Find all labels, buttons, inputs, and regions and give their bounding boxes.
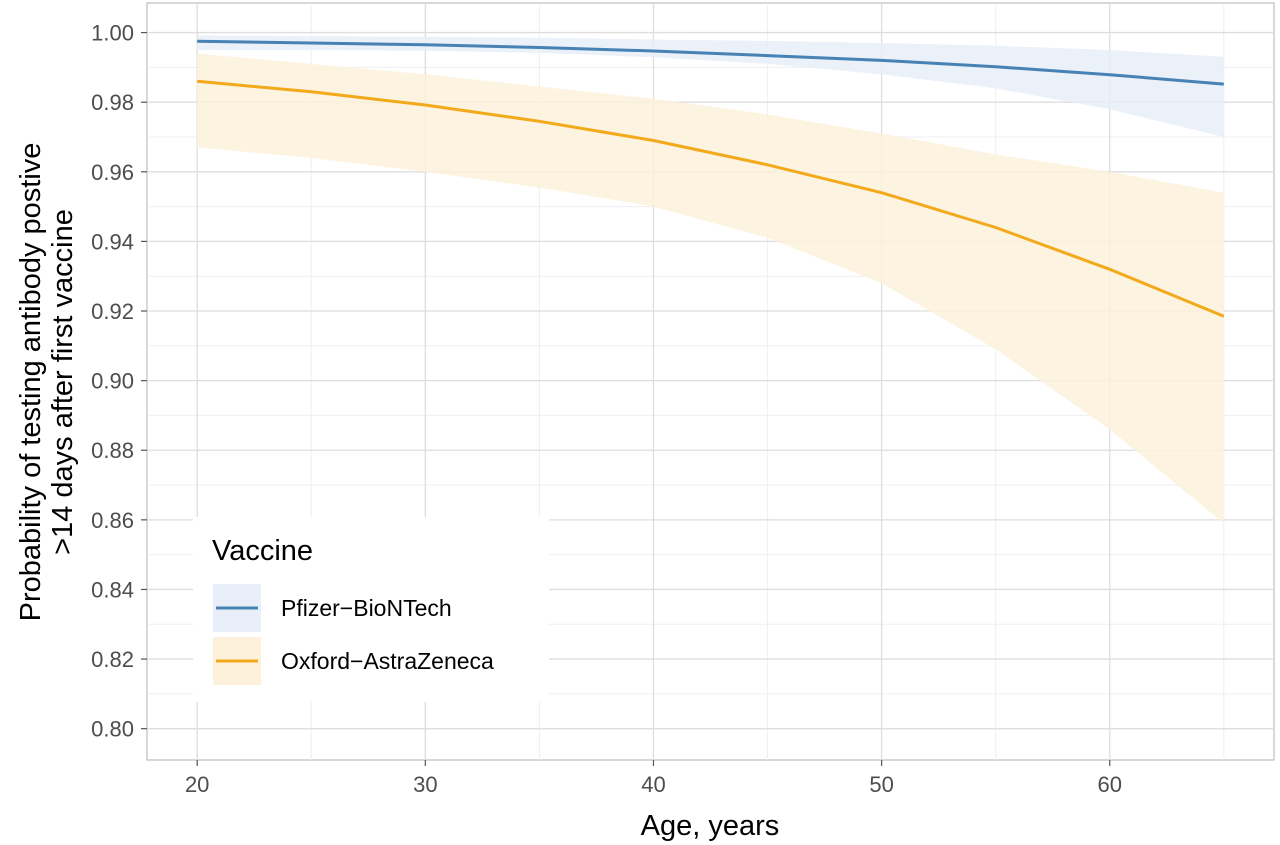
series-line-1 [197, 79, 1225, 318]
series-line-0 [197, 39, 1224, 86]
y-tick-label: 0.92 [91, 299, 134, 324]
y-axis-title-line2: >14 days after first vaccine [47, 209, 79, 555]
x-tick-label: 20 [185, 772, 209, 797]
x-axis-title: Age, years [641, 810, 780, 842]
confidence-ribbons [197, 35, 1224, 524]
y-tick-label: 0.80 [91, 717, 134, 742]
y-tick-label: 0.96 [91, 160, 134, 185]
y-axis-title-line1: Probability of testing antibody postive [15, 143, 47, 622]
y-tick-label: 0.88 [91, 438, 134, 463]
y-tick-label: 0.84 [91, 577, 134, 602]
y-tick-label: 0.86 [91, 508, 134, 533]
y-axis-title: Probability of testing antibody postive … [15, 143, 79, 622]
ribbon-0 [197, 35, 1224, 137]
legend: Vaccine Pfizer−BioNTech Oxford−AstraZene… [193, 517, 549, 702]
series-lines [197, 39, 1225, 318]
y-tick-label: 0.82 [91, 647, 134, 672]
x-tick-label: 50 [869, 772, 893, 797]
legend-title: Vaccine [212, 535, 313, 567]
x-tick-label: 40 [641, 772, 665, 797]
x-axis-ticks: 20 30 40 50 60 [185, 760, 1122, 797]
ribbon-1 [197, 53, 1224, 524]
y-tick-label: 1.00 [91, 21, 134, 46]
y-tick-label: 0.98 [91, 90, 134, 115]
legend-label-astrazeneca: Oxford−AstraZeneca [281, 648, 494, 674]
legend-label-pfizer: Pfizer−BioNTech [281, 595, 452, 621]
y-tick-label: 0.90 [91, 369, 134, 394]
x-tick-label: 30 [413, 772, 437, 797]
y-axis-ticks: 0.80 0.82 0.84 0.86 0.88 0.90 0.92 0.94 0.96 0.98… [91, 21, 147, 742]
y-tick-label: 0.94 [91, 229, 134, 254]
x-tick-label: 60 [1097, 772, 1121, 797]
